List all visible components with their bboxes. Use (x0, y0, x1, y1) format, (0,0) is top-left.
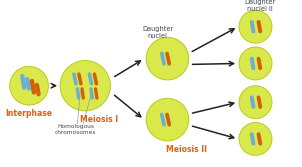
Text: Daughter
nuclei: Daughter nuclei (142, 26, 173, 39)
Text: Meiosis I: Meiosis I (80, 115, 118, 124)
Circle shape (239, 122, 272, 155)
Circle shape (239, 10, 272, 43)
Text: Interphase: Interphase (5, 109, 53, 118)
Circle shape (60, 61, 110, 111)
Circle shape (10, 66, 48, 105)
Text: Daughter
nuclei II: Daughter nuclei II (245, 0, 276, 12)
Circle shape (239, 47, 272, 80)
Circle shape (146, 98, 189, 141)
Circle shape (146, 37, 189, 80)
Circle shape (239, 86, 272, 119)
Text: Homologous
chromosomes: Homologous chromosomes (55, 124, 96, 135)
Text: Meiosis II: Meiosis II (166, 145, 207, 154)
